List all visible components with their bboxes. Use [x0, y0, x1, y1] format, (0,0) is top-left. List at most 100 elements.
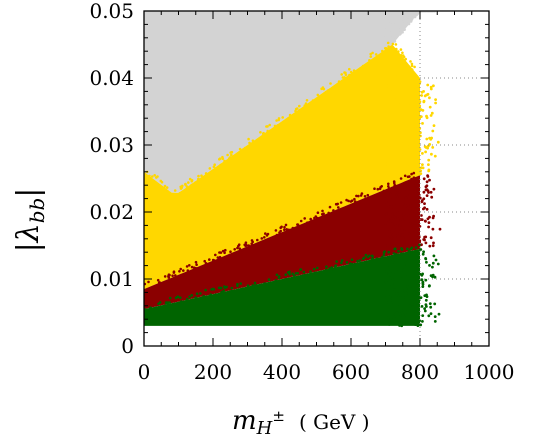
y-tick-label: 0.02 — [89, 200, 134, 224]
data-point — [418, 148, 422, 151]
data-point — [421, 283, 425, 286]
data-point — [393, 262, 397, 266]
data-point — [382, 189, 386, 193]
x-tick-label: 1000 — [464, 360, 515, 384]
data-point — [412, 272, 416, 276]
data-point — [421, 272, 424, 276]
data-point — [344, 12, 348, 15]
data-point — [277, 117, 281, 120]
data-point — [388, 262, 391, 265]
data-point — [283, 5, 286, 8]
data-point — [414, 13, 417, 17]
data-point — [400, 71, 403, 75]
data-point — [292, 4, 295, 7]
data-point — [385, 6, 388, 9]
data-point — [179, 267, 182, 271]
data-point — [394, 188, 398, 192]
data-point — [392, 252, 396, 255]
data-point — [403, 132, 407, 136]
data-point — [386, 316, 390, 319]
data-point — [350, 199, 354, 202]
data-point — [324, 90, 328, 94]
data-point — [408, 209, 412, 212]
data-point — [212, 165, 216, 169]
data-point — [428, 215, 431, 219]
data-point — [432, 254, 436, 258]
data-point — [416, 288, 419, 292]
data-point — [284, 277, 288, 281]
data-point — [363, 195, 367, 198]
data-point — [427, 169, 431, 173]
data-point — [201, 8, 204, 11]
data-point — [200, 174, 203, 177]
axis-ticks — [143, 10, 490, 347]
data-point — [388, 90, 391, 93]
data-point — [225, 5, 228, 8]
data-point — [407, 89, 411, 93]
data-point — [433, 315, 437, 318]
data-point — [274, 280, 277, 284]
data-point — [408, 16, 412, 20]
data-point — [408, 222, 412, 225]
data-point — [384, 212, 388, 216]
data-point — [328, 267, 332, 270]
data-point — [361, 257, 365, 261]
data-point — [158, 301, 162, 304]
data-point — [389, 27, 393, 31]
data-point — [214, 253, 217, 257]
data-point — [426, 174, 429, 178]
data-point — [393, 123, 397, 126]
data-point — [237, 243, 241, 246]
data-point — [404, 72, 408, 75]
data-point — [412, 228, 416, 232]
data-point — [405, 321, 409, 325]
data-point — [151, 175, 154, 178]
data-point — [422, 177, 426, 181]
x-tick-label: 400 — [263, 360, 301, 384]
data-point — [381, 49, 384, 53]
data-point — [385, 196, 389, 199]
data-point — [153, 6, 156, 9]
data-point — [186, 269, 190, 272]
data-point — [369, 260, 373, 263]
data-point — [211, 287, 215, 291]
data-point — [399, 177, 403, 180]
data-point — [406, 275, 409, 278]
data-point — [180, 7, 183, 10]
data-point — [175, 8, 178, 11]
data-point — [413, 149, 416, 153]
data-point — [412, 224, 416, 228]
data-point — [217, 294, 220, 297]
data-point — [174, 274, 177, 277]
data-point — [412, 298, 416, 302]
data-point — [353, 197, 356, 201]
data-point — [283, 225, 286, 229]
data-point — [219, 5, 222, 8]
data-point — [390, 219, 394, 223]
data-point — [366, 255, 370, 259]
x-axis-title: mH± ( GeV ) — [232, 406, 370, 439]
data-point — [314, 272, 318, 276]
data-point — [309, 217, 313, 221]
data-point — [204, 172, 208, 175]
data-point — [401, 202, 405, 206]
data-point — [173, 189, 177, 192]
data-point — [412, 212, 416, 216]
data-point — [408, 181, 412, 185]
data-point — [415, 262, 419, 266]
data-point — [173, 8, 176, 11]
data-point — [303, 217, 307, 220]
data-point — [267, 6, 270, 9]
data-point — [416, 277, 419, 281]
data-point — [360, 192, 364, 195]
data-point — [391, 298, 395, 302]
data-point — [430, 195, 434, 199]
data-point — [403, 279, 406, 283]
data-point — [399, 296, 402, 299]
data-point — [408, 110, 412, 114]
data-point — [168, 301, 171, 304]
data-point — [413, 279, 417, 283]
data-point — [172, 7, 175, 10]
data-point — [288, 116, 291, 120]
y-tick-label: 0.05 — [89, 0, 134, 23]
